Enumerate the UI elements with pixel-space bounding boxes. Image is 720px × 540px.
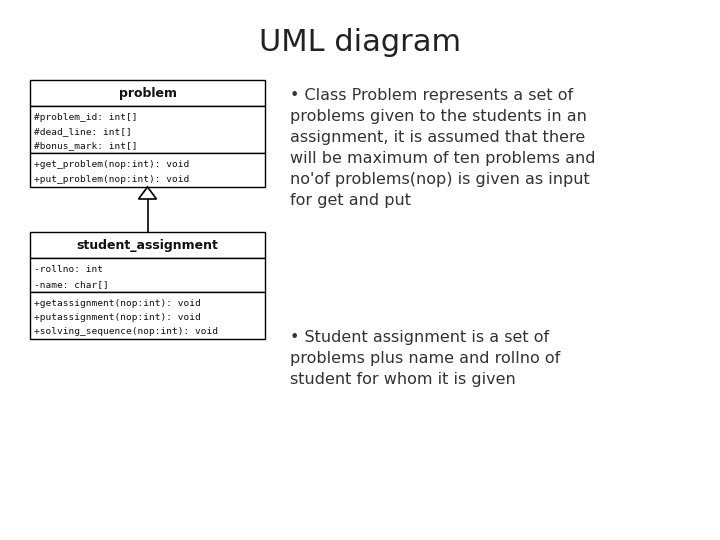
Text: student_assignment: student_assignment — [76, 239, 218, 252]
Text: • Class Problem represents a set of
problems given to the students in an
assignm: • Class Problem represents a set of prob… — [290, 88, 595, 208]
Text: +putassignment(nop:int): void: +putassignment(nop:int): void — [34, 313, 201, 322]
Text: +get_problem(nop:int): void: +get_problem(nop:int): void — [34, 160, 189, 169]
Polygon shape — [138, 187, 156, 199]
Text: • Student assignment is a set of
problems plus name and rollno of
student for wh: • Student assignment is a set of problem… — [290, 330, 560, 387]
Text: #dead_line: int[]: #dead_line: int[] — [34, 127, 132, 136]
Bar — [30, 153, 265, 187]
Text: -name: char[]: -name: char[] — [34, 280, 109, 289]
Bar — [30, 106, 265, 153]
Bar — [30, 232, 265, 258]
Bar — [30, 80, 265, 106]
Text: -rollno: int: -rollno: int — [34, 265, 103, 274]
Text: #bonus_mark: int[]: #bonus_mark: int[] — [34, 141, 138, 150]
Text: +put_problem(nop:int): void: +put_problem(nop:int): void — [34, 175, 189, 184]
Text: +getassignment(nop:int): void: +getassignment(nop:int): void — [34, 299, 201, 308]
Text: UML diagram: UML diagram — [259, 28, 461, 57]
Bar — [30, 258, 265, 292]
Text: +solving_sequence(nop:int): void: +solving_sequence(nop:int): void — [34, 327, 218, 336]
Bar — [30, 292, 265, 339]
Text: problem: problem — [119, 86, 176, 99]
Text: #problem_id: int[]: #problem_id: int[] — [34, 113, 138, 122]
